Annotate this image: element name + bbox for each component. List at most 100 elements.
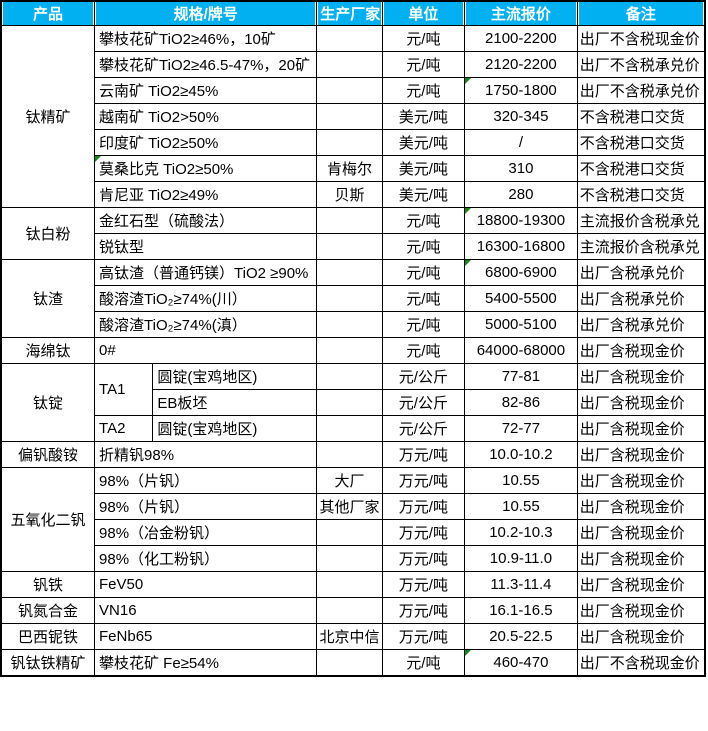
unit-cell: 万元/吨 <box>381 545 466 572</box>
price-cell: 5400-5500 <box>464 285 578 312</box>
comment-flag-icon <box>95 156 102 162</box>
table-row: 98%（化工粉钒） 万元/吨 10.9-11.0 出厂含税现金价 <box>1 545 706 572</box>
price-cell: 72-77 <box>464 415 578 442</box>
note-cell: 不含税港口交货 <box>576 155 706 182</box>
unit-cell: 万元/吨 <box>381 493 466 520</box>
manufacturer-cell <box>316 337 383 364</box>
note-cell: 出厂不含税承兑价 <box>576 77 706 104</box>
note-cell: 出厂含税承兑价 <box>576 311 706 338</box>
note-cell: 出厂含税现金价 <box>576 467 706 494</box>
price-table: 产品 规格/牌号 生产厂家 单位 主流报价 备注 钛精矿 攀枝花矿TiO2≥46… <box>0 0 706 677</box>
manufacturer-cell <box>316 363 383 390</box>
product-cell: 钛渣 <box>0 259 96 338</box>
table-row: 越南矿 TiO2>50% 美元/吨 320-345 不含税港口交货 <box>1 103 706 130</box>
comment-flag-icon <box>465 260 472 266</box>
price-cell: 2100-2200 <box>464 25 578 52</box>
manufacturer-cell <box>316 25 383 52</box>
price-cell: 10.2-10.3 <box>464 519 578 546</box>
product-cell: 钛白粉 <box>0 207 96 260</box>
grade-cell: TA1 <box>94 363 154 416</box>
unit-cell: 元/吨 <box>381 259 466 286</box>
spec-cell: 越南矿 TiO2>50% <box>94 103 318 130</box>
unit-cell: 万元/吨 <box>381 441 466 468</box>
price-cell: 10.55 <box>464 467 578 494</box>
unit-cell: 万元/吨 <box>381 597 466 624</box>
manufacturer-cell <box>316 649 383 676</box>
manufacturer-cell <box>316 311 383 338</box>
table-row: 钒氮合金 VN16 万元/吨 16.1-16.5 出厂含税现金价 <box>0 597 706 624</box>
spec-cell: FeV50 <box>94 571 318 598</box>
note-cell: 不含税港口交货 <box>576 181 706 208</box>
price-cell: 11.3-11.4 <box>464 571 578 598</box>
unit-cell: 元/吨 <box>381 207 466 234</box>
spec-cell: 攀枝花矿 Fe≥54% <box>94 649 318 676</box>
comment-flag-icon <box>465 78 472 84</box>
note-cell: 出厂含税现金价 <box>576 623 706 650</box>
spec-cell: FeNb65 <box>94 623 318 650</box>
note-cell: 出厂不含税承兑价 <box>576 51 706 78</box>
table-row: 98%（片钒） 其他厂家 万元/吨 10.55 出厂含税现金价 <box>1 493 706 520</box>
header-row: 产品 规格/牌号 生产厂家 单位 主流报价 备注 <box>0 0 706 26</box>
table-row: 莫桑比克 TiO2≥50% 肯梅尔 美元/吨 310 不含税港口交货 <box>1 155 706 182</box>
spec-cell: 高钛渣（普通钙镁）TiO2 ≥90% <box>94 259 318 286</box>
note-cell: 出厂含税承兑价 <box>576 259 706 286</box>
unit-cell: 美元/吨 <box>381 103 466 130</box>
manufacturer-cell <box>316 259 383 286</box>
note-cell: 出厂含税现金价 <box>576 389 706 416</box>
price-cell: 16300-16800 <box>464 233 578 260</box>
note-cell: 出厂含税现金价 <box>576 597 706 624</box>
spec-cell: 98%（片钒） <box>94 493 318 520</box>
product-cell: 钒钛铁精矿 <box>0 649 96 676</box>
note-cell: 出厂含税现金价 <box>576 571 706 598</box>
note-cell: 出厂不含税现金价 <box>576 25 706 52</box>
product-cell: 巴西铌铁 <box>0 623 96 650</box>
product-cell: 偏钒酸铵 <box>0 441 96 468</box>
price-cell: 64000-68000 <box>464 337 578 364</box>
manufacturer-cell: 大厂 <box>316 467 383 494</box>
price-cell: 20.5-22.5 <box>464 623 578 650</box>
spec-cell: 金红石型（硫酸法） <box>94 207 318 234</box>
note-cell: 不含税港口交货 <box>576 129 706 156</box>
manufacturer-cell <box>316 571 383 598</box>
comment-flag-icon <box>465 650 472 656</box>
spec-cell: 圆锭(宝鸡地区) <box>152 363 318 390</box>
manufacturer-cell: 北京中信 <box>316 623 383 650</box>
price-cell: 10.0-10.2 <box>464 441 578 468</box>
table-row: 钛白粉 金红石型（硫酸法） 元/吨 18800-19300 主流报价含税承兑 <box>0 207 706 260</box>
product-cell: 五氧化二钒 <box>0 467 96 572</box>
price-cell: 10.55 <box>464 493 578 520</box>
manufacturer-cell <box>316 103 383 130</box>
spec-cell: 云南矿 TiO2≥45% <box>94 77 318 104</box>
price-cell: 5000-5100 <box>464 311 578 338</box>
price-cell: 280 <box>464 181 578 208</box>
manufacturer-cell <box>316 597 383 624</box>
unit-cell: 万元/吨 <box>381 623 466 650</box>
spec-cell: 0# <box>94 337 318 364</box>
unit-cell: 元/吨 <box>381 51 466 78</box>
manufacturer-cell <box>316 389 383 416</box>
manufacturer-cell: 肯梅尔 <box>316 155 383 182</box>
spec-cell: VN16 <box>94 597 318 624</box>
spec-cell: EB板坯 <box>152 389 318 416</box>
price-cell: 320-345 <box>464 103 578 130</box>
manufacturer-cell <box>316 519 383 546</box>
table-row: 钛渣 高钛渣（普通钙镁）TiO2 ≥90% 元/吨 6800-6900 出厂含税… <box>0 259 706 338</box>
price-cell: 460-470 <box>464 649 578 676</box>
unit-cell: 美元/吨 <box>381 129 466 156</box>
price-value: 1750-1800 <box>485 82 557 99</box>
manufacturer-cell <box>316 285 383 312</box>
table-row: 五氧化二钒 98%（片钒） 大厂 万元/吨 10.55 出厂含税现金价 <box>0 467 706 572</box>
column-header-manufacturer: 生产厂家 <box>316 0 383 26</box>
product-cell: 海绵钛 <box>0 337 96 364</box>
spec-cell: 98%（化工粉钒） <box>94 545 318 572</box>
product-cell: 钒铁 <box>0 571 96 598</box>
unit-cell: 美元/吨 <box>381 155 466 182</box>
note-cell: 出厂含税现金价 <box>576 441 706 468</box>
price-cell: 10.9-11.0 <box>464 545 578 572</box>
column-header-unit: 单位 <box>381 0 466 26</box>
spec-cell: 98%（冶金粉钒） <box>94 519 318 546</box>
note-cell: 出厂含税承兑价 <box>576 285 706 312</box>
unit-cell: 元/吨 <box>381 285 466 312</box>
table-row: 巴西铌铁 FeNb65 北京中信 万元/吨 20.5-22.5 出厂含税现金价 <box>0 623 706 650</box>
spec-cell: 印度矿 TiO2≥50% <box>94 129 318 156</box>
